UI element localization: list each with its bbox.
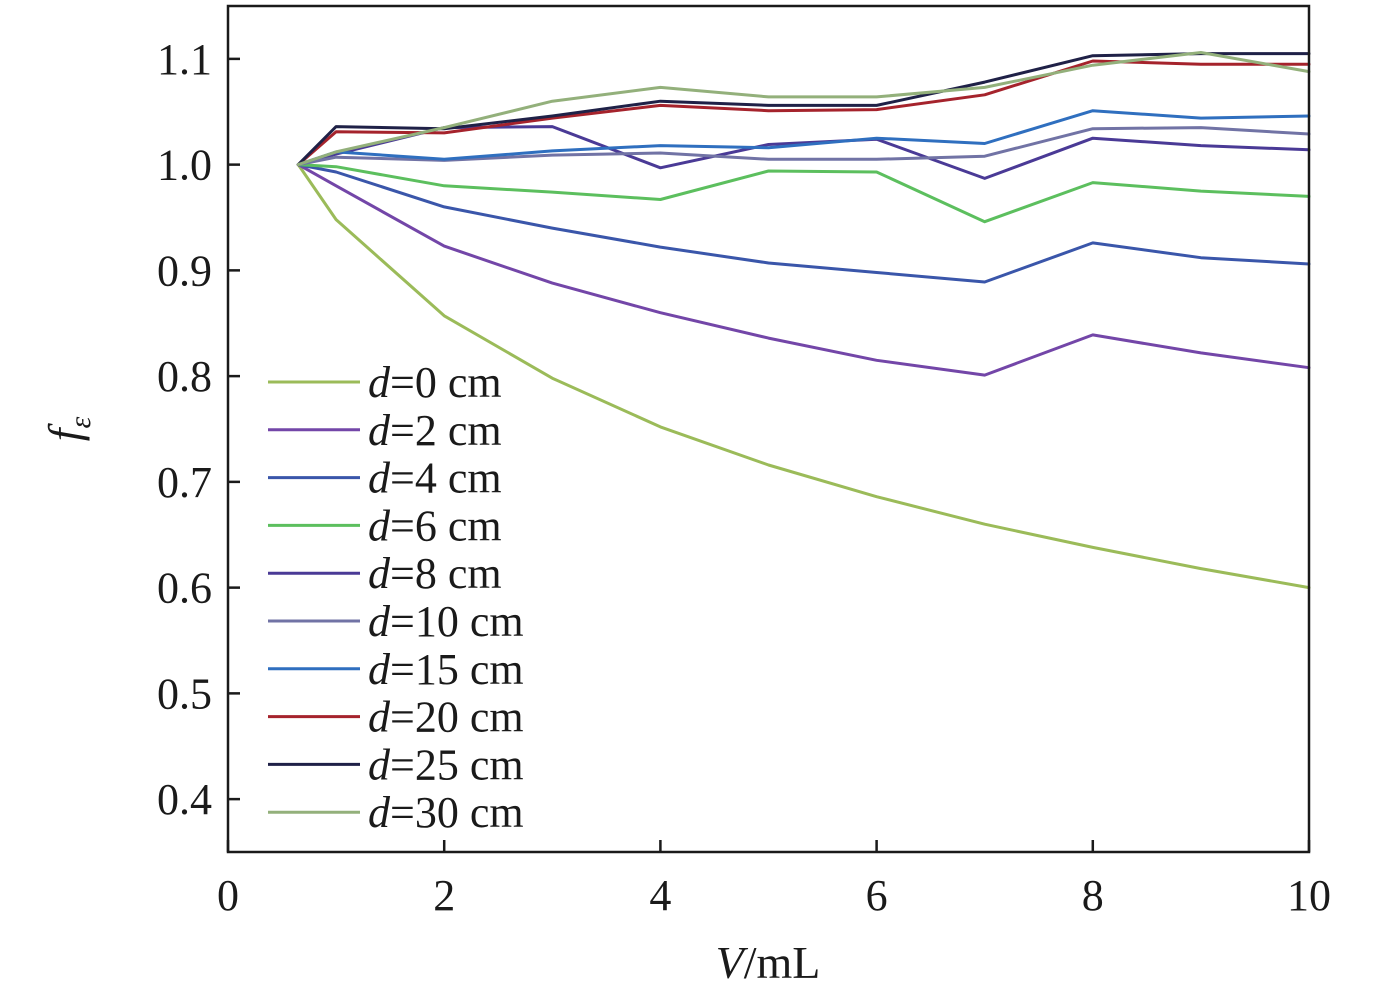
legend-label: d=6 cm (368, 501, 502, 550)
x-axis-title: V/mL (716, 937, 821, 988)
x-tick-label: 0 (217, 871, 239, 920)
y-tick-label: 0.9 (157, 246, 212, 295)
legend-label: d=30 cm (368, 788, 524, 837)
y-tick-label: 0.4 (157, 775, 212, 824)
series-line-8 (296, 52, 1311, 167)
y-axis-title: fε (39, 417, 97, 442)
axis-ticks: 0 2 4 6 8 10 0.4 0.5 0.6 0.7 0.8 0.9 1.0 1.1 (157, 35, 1331, 920)
series-line-6 (296, 109, 1311, 167)
y-tick-label: 0.8 (157, 352, 212, 401)
series-lines (296, 51, 1311, 590)
y-tick-label: 1.0 (157, 141, 212, 190)
x-tick-label: 10 (1287, 871, 1331, 920)
series-line-9 (296, 51, 1311, 167)
series-line-3 (296, 163, 1311, 224)
series-line-2 (296, 163, 1311, 284)
y-tick-label: 0.6 (157, 564, 212, 613)
x-tick-label: 2 (433, 871, 455, 920)
y-tick-label: 0.5 (157, 669, 212, 718)
x-tick-label: 6 (866, 871, 888, 920)
legend-label: d=20 cm (368, 693, 524, 742)
plot-area-frame (226, 4, 1311, 854)
legend-label: d=4 cm (368, 454, 502, 503)
series-line-5 (296, 126, 1311, 167)
legend-label: d=25 cm (368, 740, 524, 789)
legend-label: d=8 cm (368, 549, 502, 598)
legend-label: d=0 cm (368, 358, 502, 407)
series-line-7 (296, 59, 1311, 167)
y-tick-label: 0.7 (157, 458, 212, 507)
series-line-0 (296, 163, 1311, 590)
x-tick-label: 4 (649, 871, 671, 920)
legend-label: d=2 cm (368, 406, 502, 455)
y-tick-label: 1.1 (157, 35, 212, 84)
legend-label: d=10 cm (368, 597, 524, 646)
x-tick-label: 8 (1082, 871, 1104, 920)
legend-label: d=15 cm (368, 645, 524, 694)
legend: d=0 cmd=2 cmd=4 cmd=6 cmd=8 cmd=10 cmd=1… (268, 358, 524, 837)
series-line-1 (296, 163, 1311, 377)
